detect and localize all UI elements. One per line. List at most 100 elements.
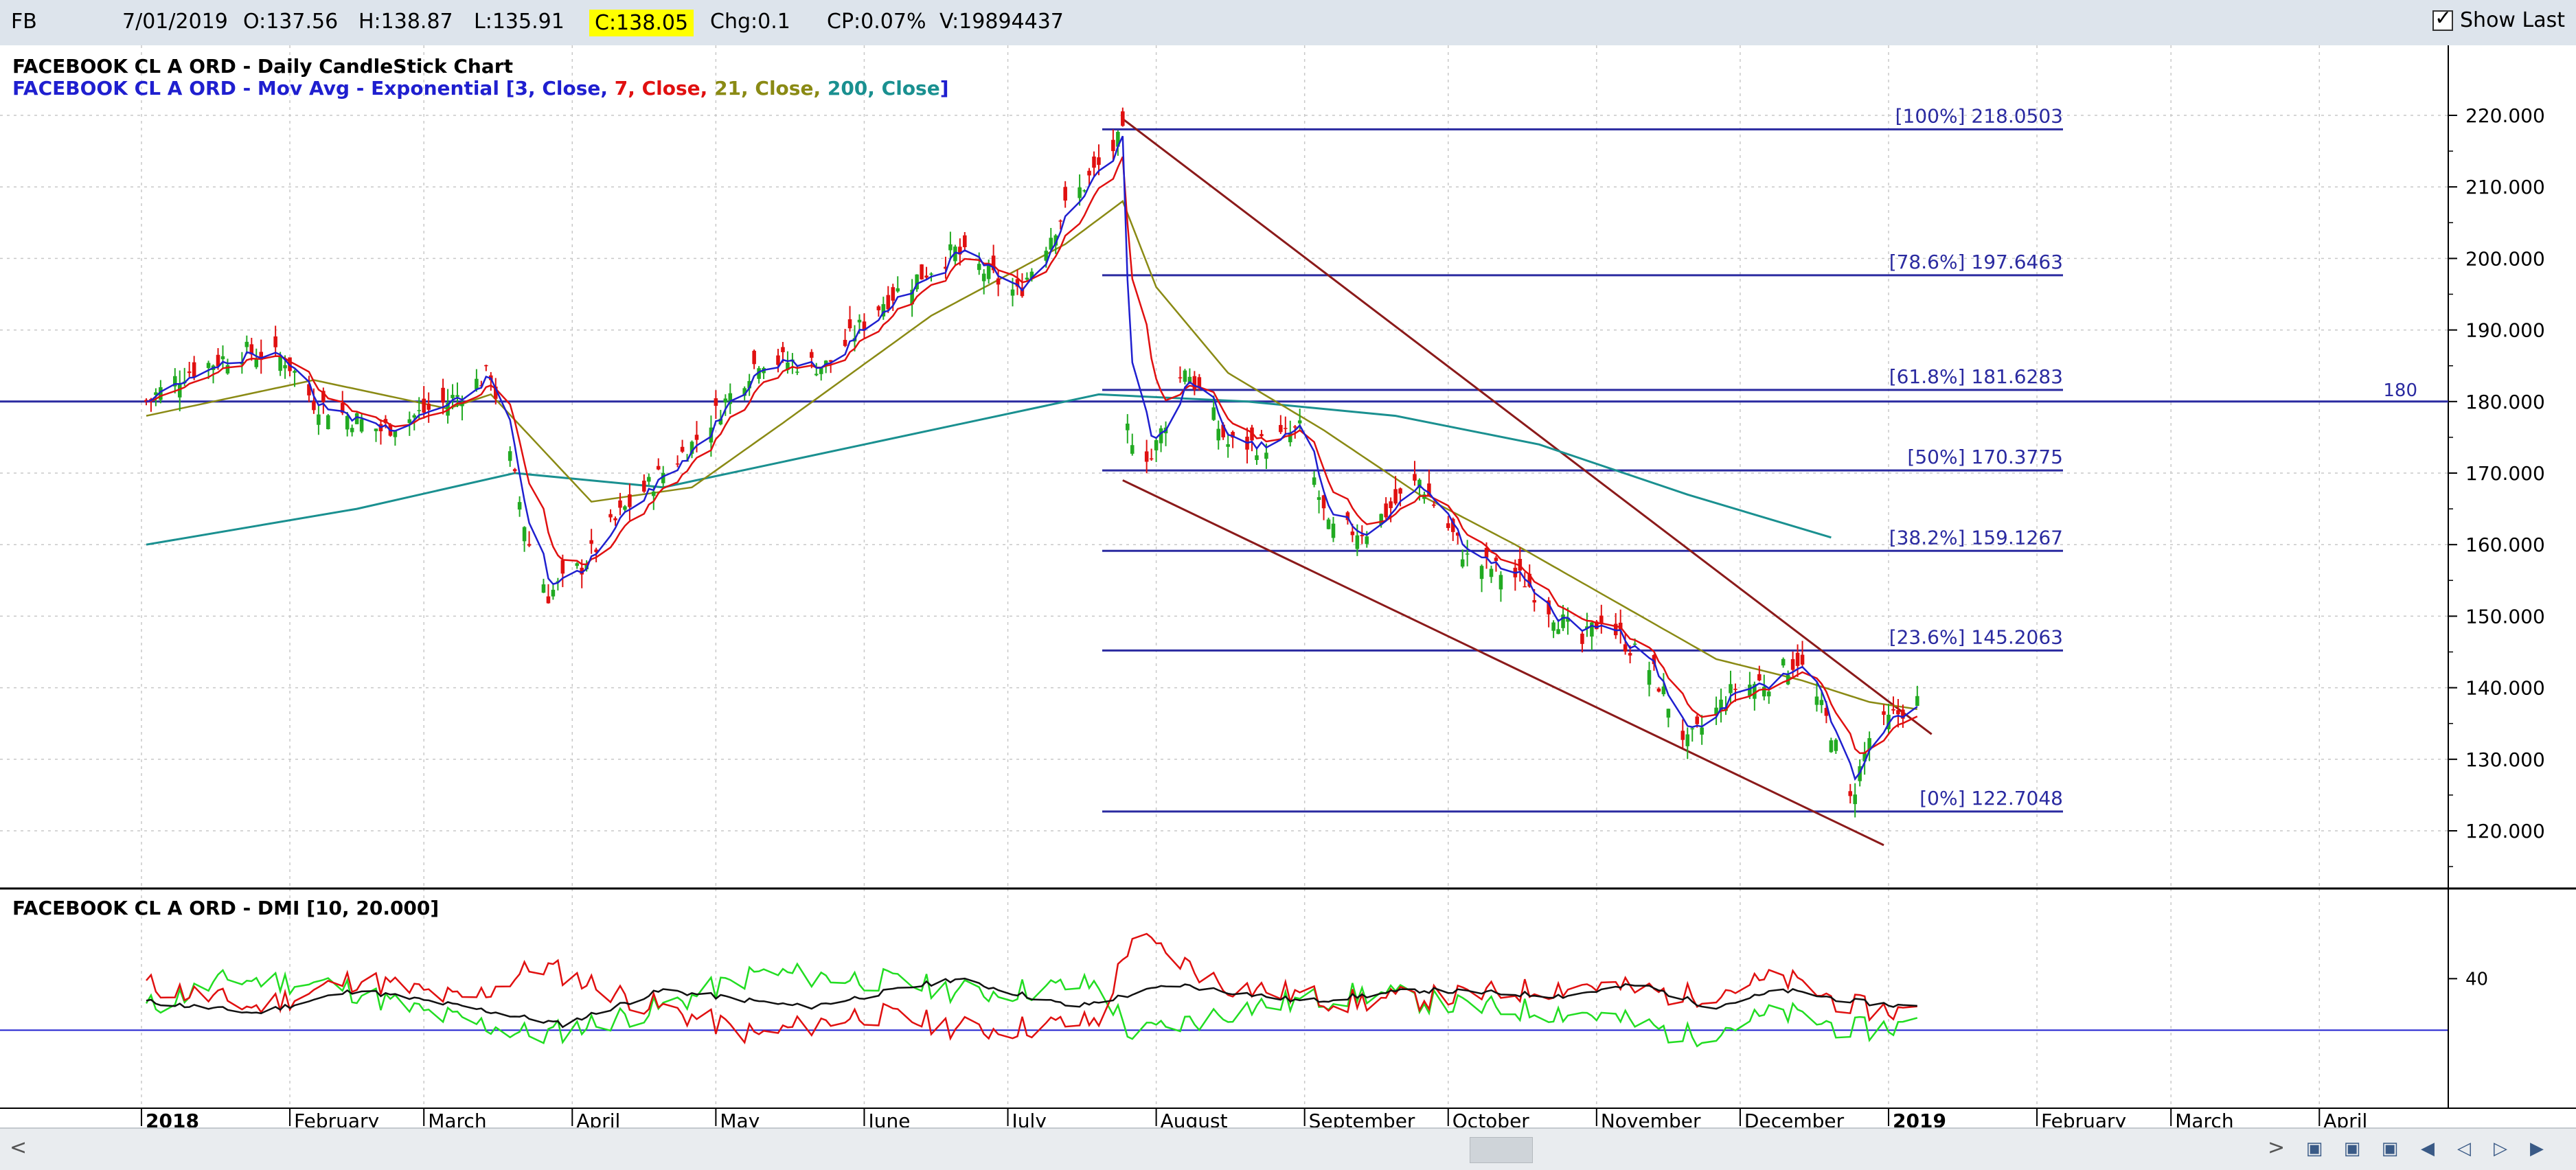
- candle-body: [354, 413, 359, 424]
- prev-page-icon[interactable]: ◁: [2457, 1138, 2471, 1159]
- first-page-icon[interactable]: ◀: [2421, 1138, 2435, 1159]
- candle-body: [1144, 451, 1149, 462]
- fib-level-label: [61.8%] 181.6283: [1889, 365, 2063, 388]
- candle-body: [1661, 686, 1666, 695]
- zoom-out-icon[interactable]: ▣: [2343, 1138, 2361, 1159]
- change-pct-readout: CP:0.07%: [827, 10, 926, 34]
- show-last-toggle[interactable]: Show Last: [2432, 6, 2565, 32]
- volume-readout: V:19894437: [939, 10, 1064, 34]
- last-page-icon[interactable]: ▶: [2530, 1138, 2544, 1159]
- candle-body: [441, 387, 445, 403]
- candle-body: [594, 549, 598, 553]
- candle-body: [929, 273, 933, 275]
- candle-body: [891, 287, 896, 301]
- high-readout: H:138.87: [358, 10, 453, 34]
- price-tick-label: 180.000: [2465, 391, 2545, 413]
- scroll-bar[interactable]: < > ▣ ▣ ▣ ◀ ◁ ▷ ▶: [0, 1127, 2576, 1170]
- show-last-checkbox[interactable]: [2432, 6, 2454, 31]
- fibonacci-retracement[interactable]: [100%] 218.0503 [78.6%] 197.6463 [61.8%] 1…: [1102, 104, 2063, 813]
- candle-body: [177, 384, 182, 398]
- candle-body: [1288, 433, 1292, 443]
- zoom-fit-icon[interactable]: ▣: [2381, 1138, 2399, 1159]
- candle-body: [1848, 791, 1853, 796]
- dmi-panel-title: FACEBOOK CL A ORD - DMI [10, 20.000]: [12, 897, 439, 919]
- horizontal-line-180[interactable]: 180: [0, 380, 2448, 403]
- ma-legend-entry: 3, Close,: [514, 77, 614, 100]
- open-readout: O:137.56: [243, 10, 339, 34]
- candle-body: [484, 365, 488, 367]
- candle-body: [1632, 643, 1637, 645]
- candle-body: [857, 319, 862, 323]
- time-tick-label: February: [294, 1110, 379, 1127]
- candle-body: [1279, 424, 1283, 433]
- candle-body: [1331, 523, 1336, 538]
- candle-body: [220, 356, 225, 360]
- next-page-icon[interactable]: ▷: [2494, 1138, 2507, 1159]
- candle-body: [144, 400, 148, 402]
- candle-body: [1566, 617, 1570, 622]
- candle-body: [1656, 688, 1661, 692]
- candle-body: [1862, 752, 1867, 761]
- ema-200-line: [146, 393, 1832, 546]
- candle-body: [1345, 512, 1350, 520]
- candle-body: [1580, 633, 1584, 644]
- candle-body: [1446, 523, 1450, 528]
- candle-body: [1623, 644, 1628, 652]
- ema-7-line: [146, 156, 1918, 755]
- candle-body: [1700, 727, 1704, 735]
- zoom-in-icon[interactable]: ▣: [2305, 1138, 2323, 1159]
- candle-body: [254, 359, 259, 367]
- candle-body: [910, 289, 914, 305]
- time-tick-label: August: [1161, 1110, 1228, 1127]
- candle-body: [1292, 426, 1297, 428]
- change-readout: Chg:0.1: [710, 10, 790, 34]
- time-tick-label: April: [2323, 1110, 2367, 1127]
- candle-body: [991, 255, 996, 271]
- scroll-thumb[interactable]: [1470, 1137, 1533, 1163]
- candle-body: [680, 446, 685, 452]
- candle-body: [1317, 497, 1321, 501]
- candle-body: [412, 415, 417, 418]
- candle-body: [718, 418, 723, 425]
- candle-body: [1226, 444, 1230, 447]
- candle-body: [326, 415, 330, 430]
- candle-body: [786, 362, 790, 370]
- candle-body: [1159, 428, 1163, 444]
- scroll-left-icon[interactable]: <: [10, 1136, 27, 1160]
- candle-body: [508, 451, 512, 461]
- trend-channel[interactable]: [1121, 118, 1933, 847]
- time-tick-label: 2019: [1893, 1110, 1946, 1127]
- candle-body: [422, 398, 426, 413]
- candle-body: [1049, 238, 1053, 250]
- symbol-label: FB: [11, 10, 37, 34]
- candle-body: [1097, 157, 1101, 165]
- candle-body: [1814, 696, 1819, 705]
- candle-body: [1685, 734, 1690, 746]
- candle-body: [944, 266, 948, 269]
- candle-body: [359, 419, 364, 432]
- candle-body: [1800, 654, 1805, 665]
- candlestick-series: [144, 107, 1919, 818]
- ma-legend-entry: 21, Close,: [714, 77, 828, 100]
- candle-body: [924, 275, 928, 278]
- candle-body: [689, 441, 694, 454]
- candle-body: [1231, 432, 1235, 438]
- date-readout: 7/01/2019: [122, 10, 228, 34]
- candle-body: [1264, 452, 1268, 459]
- candle-body: [307, 384, 311, 395]
- scroll-right-icon[interactable]: >: [2268, 1136, 2286, 1160]
- candle-body: [580, 567, 584, 575]
- candle-body: [1498, 575, 1503, 590]
- candle-body: [1853, 794, 1857, 805]
- candle-body: [293, 371, 297, 373]
- candle-body: [828, 360, 833, 362]
- time-tick-label: December: [1744, 1110, 1845, 1127]
- candle-body: [747, 380, 751, 389]
- candle-body: [560, 560, 565, 574]
- candle-body: [451, 395, 455, 398]
- toolbar: FB 7/01/2019 O:137.56 H:138.87 L:135.91 …: [0, 0, 2576, 47]
- candle-body: [575, 563, 580, 566]
- candle-body: [1666, 709, 1671, 718]
- ma-legend-entry: 200, Close: [828, 77, 940, 100]
- candle-body: [1766, 691, 1771, 697]
